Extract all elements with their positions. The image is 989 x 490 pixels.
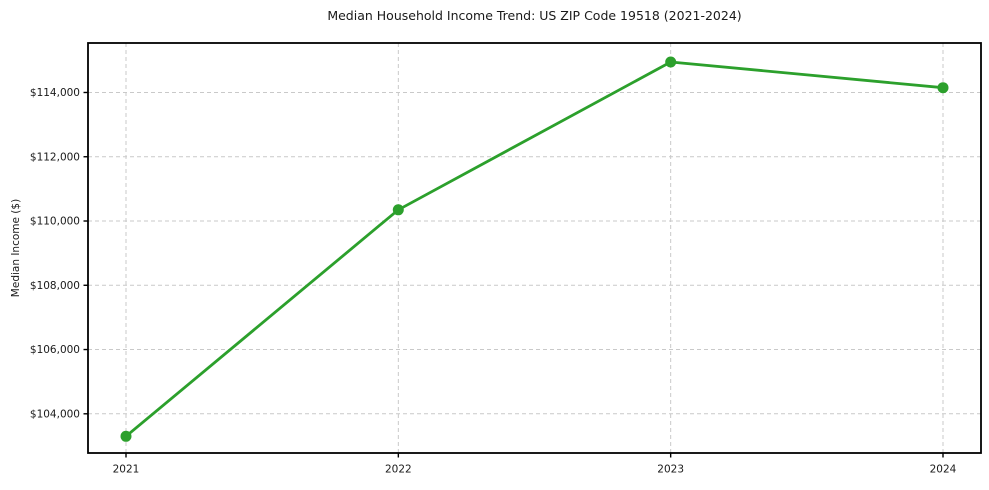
x-tick-label: 2023 xyxy=(657,464,684,476)
data-point-2023 xyxy=(665,56,677,68)
y-tick-label: $110,000 xyxy=(30,216,80,228)
x-tick-label: 2021 xyxy=(113,464,140,476)
y-tick-label: $112,000 xyxy=(30,151,80,163)
trend-line xyxy=(124,60,945,438)
plot-frame xyxy=(87,42,982,454)
y-tick-label: $114,000 xyxy=(30,87,80,99)
data-point-2021 xyxy=(120,430,132,442)
data-point-2022 xyxy=(392,204,404,216)
y-tick-label: $108,000 xyxy=(30,280,80,292)
y-tick-label: $104,000 xyxy=(30,408,80,420)
x-tick-label: 2024 xyxy=(930,464,957,476)
x-tick-label: 2022 xyxy=(385,464,412,476)
data-point-2024 xyxy=(937,82,949,94)
y-tick-label: $106,000 xyxy=(30,344,80,356)
chart-title: Median Household Income Trend: US ZIP Co… xyxy=(327,8,742,23)
